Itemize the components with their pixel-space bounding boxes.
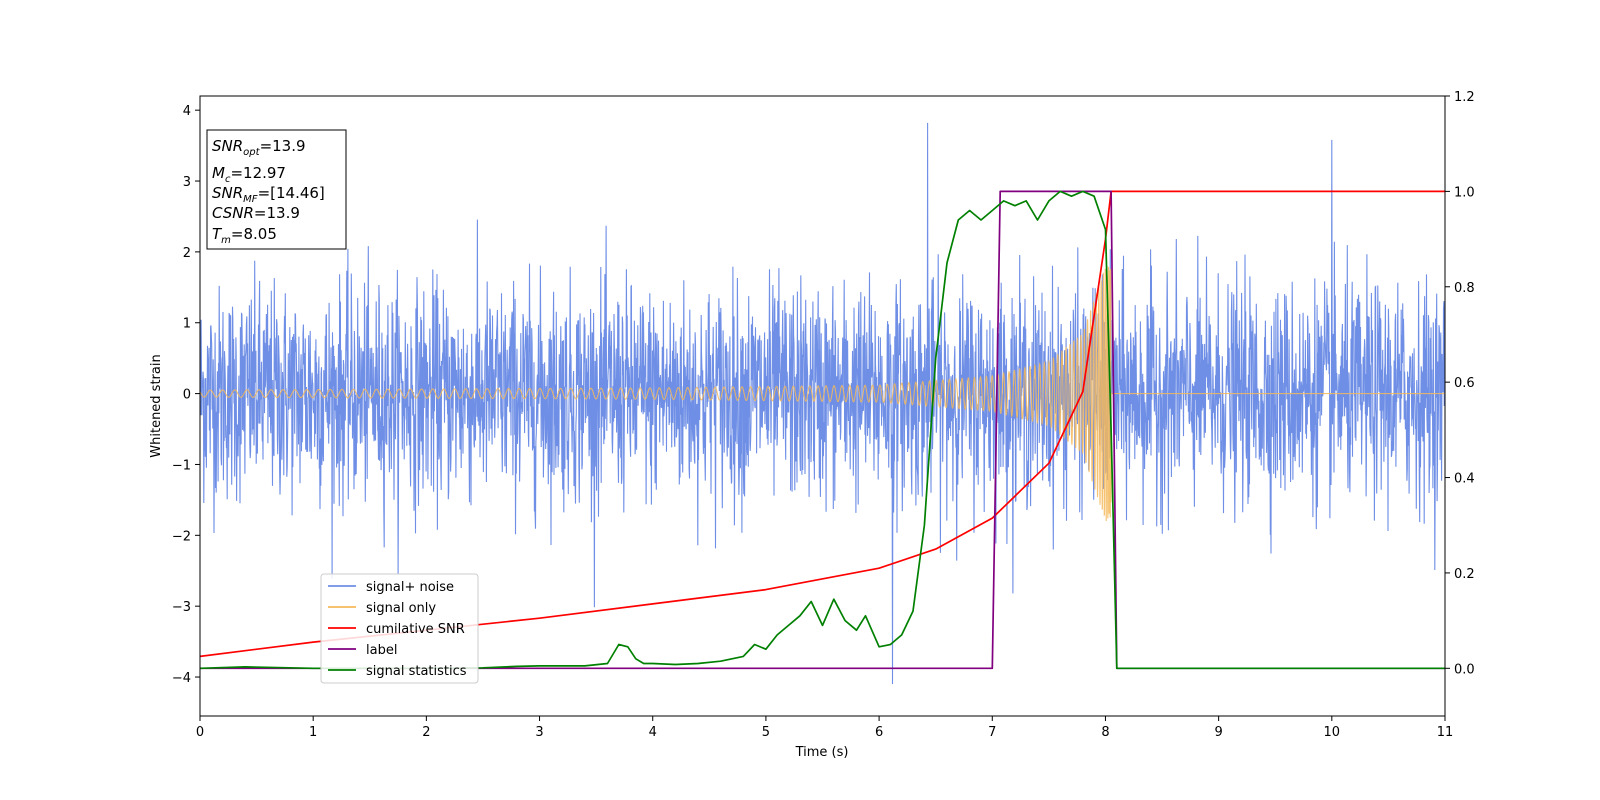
legend: signal+ noise signal only cumilative SNR la…: [320, 573, 479, 684]
y-right-tick-label: 1.0: [1454, 185, 1475, 200]
x-tick-label: 10: [1324, 725, 1341, 740]
series-signal-statistics: [200, 190, 1445, 670]
plot-frame: [199, 95, 1446, 717]
x-axis-label: Time (s): [795, 745, 849, 760]
legend-label: cumilative SNR: [366, 622, 465, 637]
x-tick-label: 2: [422, 725, 430, 740]
info-box: SNRopt=13.9 Mc=12.97SNRMF=[14.46]CSNR=13.…: [206, 129, 347, 250]
legend-label: label: [366, 643, 397, 658]
info-line: Mc=12.97: [212, 164, 286, 185]
y-axis-left: −4 −3 −2 −1 0 1 2 3 4: [172, 104, 200, 686]
legend-label: signal statistics: [366, 664, 467, 679]
y-right-tick-label: 0.4: [1454, 472, 1475, 487]
legend-label: signal+ noise: [366, 580, 454, 595]
y-left-tick-label: 2: [183, 246, 191, 261]
x-tick-label: 3: [535, 725, 543, 740]
series-signal-noise: [200, 122, 1445, 685]
x-axis: 0 1 2 3 4 5 6 7 8 9 10 11: [196, 716, 1453, 740]
x-tick-label: 5: [762, 725, 770, 740]
y-left-tick-label: 4: [183, 104, 191, 119]
y-right-tick-label: 0.6: [1454, 376, 1475, 391]
y-left-tick-label: 1: [183, 317, 191, 332]
y-left-tick-label: −4: [172, 671, 191, 686]
y-axis-label: Whitened strain: [149, 354, 164, 457]
x-tick-label: 0: [196, 725, 204, 740]
y-left-tick-label: −3: [172, 600, 191, 615]
info-box-frame: [206, 129, 347, 250]
x-tick-label: 9: [1214, 725, 1222, 740]
y-axis-right: 0.0 0.2 0.4 0.6 0.8 1.0 1.2: [1445, 90, 1475, 677]
info-line: CSNR=13.9: [212, 204, 300, 222]
info-line: SNRopt=13.9: [212, 137, 306, 158]
info-line: SNRMF=[14.46]: [212, 184, 325, 205]
x-tick-label: 8: [1101, 725, 1109, 740]
x-tick-label: 6: [875, 725, 883, 740]
info-line: Tm=8.05: [212, 225, 277, 246]
x-tick-label: 7: [988, 725, 996, 740]
y-left-tick-label: 3: [183, 175, 191, 190]
y-right-tick-label: 1.2: [1454, 90, 1475, 105]
y-left-tick-label: 0: [183, 388, 191, 403]
y-right-tick-label: 0.0: [1454, 662, 1475, 677]
y-left-tick-label: −1: [172, 458, 191, 473]
y-right-tick-label: 0.2: [1454, 567, 1475, 582]
y-right-tick-label: 0.8: [1454, 281, 1475, 296]
y-left-tick-label: −2: [172, 529, 191, 544]
x-tick-label: 4: [649, 725, 657, 740]
x-tick-label: 1: [309, 725, 317, 740]
legend-frame: [320, 573, 479, 684]
x-tick-label: 11: [1437, 725, 1454, 740]
series-signal-only: [200, 266, 1445, 521]
legend-label: signal only: [366, 601, 436, 616]
